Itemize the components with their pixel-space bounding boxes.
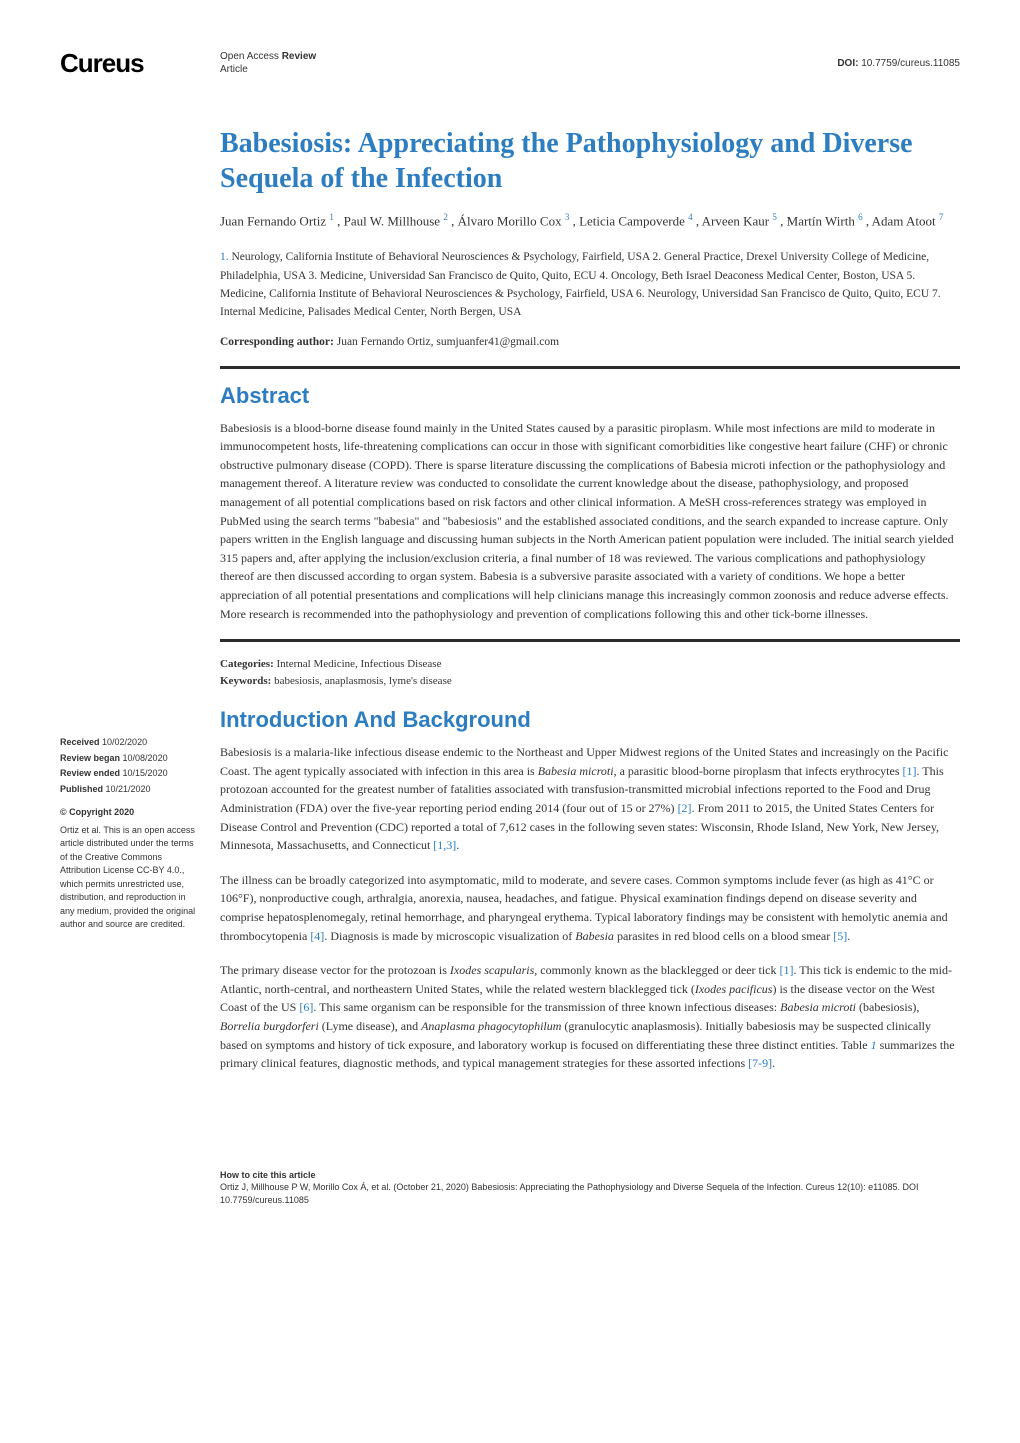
text: . Diagnosis is made by microscopic visua…: [324, 929, 575, 943]
footer: How to cite this article Ortiz J, Millho…: [220, 1169, 960, 1207]
received-label: Received: [60, 737, 100, 747]
intro-heading: Introduction And Background: [220, 707, 960, 733]
intro-p2: The illness can be broadly categorized i…: [220, 871, 960, 945]
italic-term: Babesia microti: [780, 1000, 856, 1014]
italic-term: Anaplasma phagocytophilum: [421, 1019, 561, 1033]
text: (babesiosis),: [856, 1000, 919, 1014]
author-sup: 1: [329, 212, 334, 222]
italic-term: Babesia: [575, 929, 614, 943]
text: . This same organism can be responsible …: [313, 1000, 780, 1014]
citation[interactable]: [2]: [678, 801, 692, 815]
type-line3: Article: [220, 64, 248, 75]
author-sup: 6: [858, 212, 863, 222]
article-meta: Categories: Internal Medicine, Infectiou…: [220, 656, 960, 689]
author-sup: 2: [443, 212, 448, 222]
text: The primary disease vector for the proto…: [220, 963, 450, 977]
affiliation-num: 1.: [220, 251, 229, 263]
intro-p3: The primary disease vector for the proto…: [220, 961, 960, 1073]
author-list: Juan Fernando Ortiz 1 , Paul W. Millhous…: [220, 210, 960, 232]
doi-label: DOI:: [837, 58, 858, 69]
intro-p1: Babesiosis is a malaria-like infectious …: [220, 743, 960, 855]
citation[interactable]: [7-9]: [748, 1056, 772, 1070]
corresponding-label: Corresponding author:: [220, 336, 334, 348]
review-ended-date: 10/15/2020: [120, 768, 168, 778]
citation[interactable]: [4]: [310, 929, 324, 943]
text: , commonly known as the blacklegged or d…: [534, 963, 779, 977]
article-title: Babesiosis: Appreciating the Pathophysio…: [220, 126, 960, 196]
review-began-label: Review began: [60, 753, 120, 763]
citation[interactable]: [5]: [833, 929, 847, 943]
copyright-label: © Copyright: [60, 807, 112, 817]
published-date: 10/21/2020: [103, 784, 151, 794]
review-began-date: 10/08/2020: [120, 753, 168, 763]
received-date: 10/02/2020: [100, 737, 148, 747]
doi-value: 10.7759/cureus.11085: [861, 58, 960, 69]
text: (Lyme disease), and: [319, 1019, 421, 1033]
section-rule: [220, 366, 960, 369]
article-body: Babesiosis: Appreciating the Pathophysio…: [220, 126, 960, 1089]
text: .: [847, 929, 850, 943]
italic-term: Borrelia burgdorferi: [220, 1019, 319, 1033]
type-line2: Review: [282, 51, 316, 62]
author: Martín Wirth: [787, 213, 855, 228]
author-sup: 4: [688, 212, 693, 222]
text: .: [772, 1056, 775, 1070]
type-line1: Open Access: [220, 51, 279, 62]
italic-term: Ixodes pacificus: [695, 982, 773, 996]
section-rule: [220, 639, 960, 642]
footer-heading: How to cite this article: [220, 1169, 960, 1182]
italic-term: Babesia microti: [538, 764, 614, 778]
author: Juan Fernando Ortiz: [220, 213, 326, 228]
citation[interactable]: [1]: [780, 963, 794, 977]
author: Leticia Campoverde: [579, 213, 685, 228]
abstract-text: Babesiosis is a blood-borne disease foun…: [220, 419, 960, 624]
keywords: babesiosis, anaplasmosis, lyme's disease: [271, 675, 451, 687]
author: Arveen Kaur: [702, 213, 770, 228]
italic-term: Ixodes scapularis: [450, 963, 534, 977]
author-sup: 3: [565, 212, 570, 222]
affiliations: 1. Neurology, California Institute of Be…: [220, 248, 960, 322]
abstract-heading: Abstract: [220, 383, 960, 409]
corresponding-text: Juan Fernando Ortiz, sumjuanfer41@gmail.…: [334, 336, 559, 348]
affiliations-text: Neurology, California Institute of Behav…: [220, 251, 941, 318]
categories: Internal Medicine, Infectious Disease: [274, 658, 442, 670]
published-label: Published: [60, 784, 103, 794]
journal-logo: Cureus: [60, 48, 144, 79]
text: , a parasitic blood-borne piroplasm that…: [614, 764, 903, 778]
doi: DOI: 10.7759/cureus.11085: [837, 58, 960, 69]
text: parasites in red blood cells on a blood …: [614, 929, 833, 943]
footer-citation: Ortiz J, Millhouse P W, Morillo Cox Á, e…: [220, 1181, 960, 1206]
keywords-label: Keywords:: [220, 675, 271, 687]
review-ended-label: Review ended: [60, 768, 120, 778]
author-sup: 7: [939, 212, 944, 222]
citation[interactable]: [6]: [299, 1000, 313, 1014]
categories-label: Categories:: [220, 658, 274, 670]
author-sup: 5: [772, 212, 777, 222]
citation[interactable]: [1,3]: [433, 838, 456, 852]
author: Paul W. Millhouse: [344, 213, 440, 228]
sidebar: Received 10/02/2020 Review began 10/08/2…: [60, 126, 220, 1089]
author: Adam Atoot: [872, 213, 936, 228]
citation[interactable]: [1]: [903, 764, 917, 778]
corresponding-author: Corresponding author: Juan Fernando Orti…: [220, 336, 960, 348]
license-text: Ortiz et al. This is an open access arti…: [60, 824, 200, 932]
author: Álvaro Morillo Cox: [458, 213, 562, 228]
copyright-year: 2020: [112, 807, 135, 817]
text: .: [456, 838, 459, 852]
